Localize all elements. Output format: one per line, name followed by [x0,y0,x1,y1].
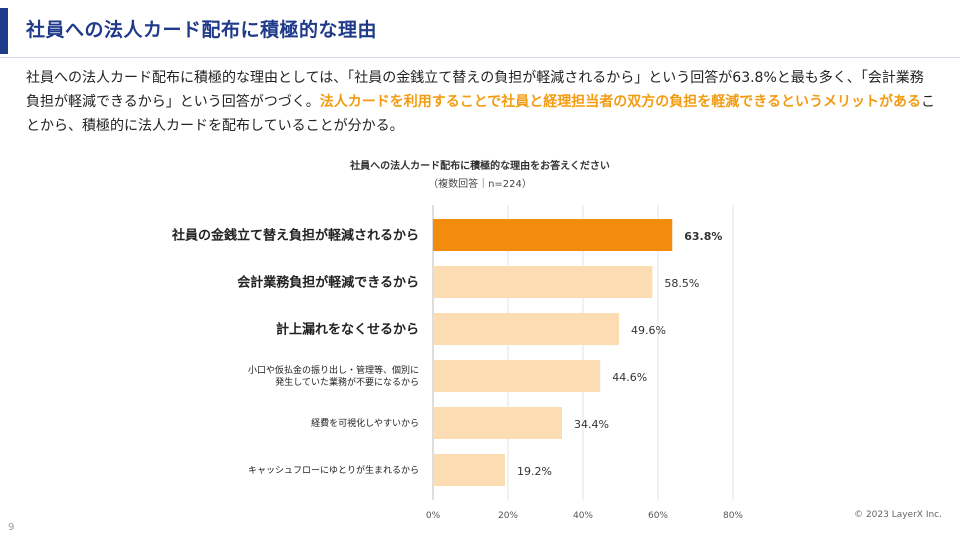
copyright: © 2023 LayerX Inc. [854,510,942,520]
value-label: 58.5% [664,277,699,290]
bar [433,454,505,486]
slide-title: 社員への法人カード配布に積極的な理由 [26,19,378,41]
title-accent-bar [0,8,8,54]
x-tick-label: 80% [723,511,743,521]
category-label: 会計業務負担が軽減できるから [237,275,419,291]
title-divider [0,57,960,58]
category-label: 社員の金銭立て替え負担が軽減されるから [171,228,419,244]
chart-title: 社員への法人カード配布に積極的な理由をお答えください [350,161,610,172]
bar [433,407,562,439]
summary-highlight: 法人カードを利用することで社員と経理担当者の双方の負担を軽減できるというメリット… [319,94,922,110]
x-tick-label: 40% [573,511,593,521]
x-tick-label: 60% [648,511,668,521]
value-label: 63.8% [684,230,722,243]
summary-text: 社員への法人カード配布に積極的な理由としては、「社員の金銭立て替えの負担が軽減さ… [26,66,936,138]
value-label: 49.6% [631,324,666,337]
value-label: 19.2% [517,465,552,478]
x-tick-label: 20% [498,511,518,521]
value-label: 44.6% [612,371,647,384]
category-label: 計上漏れをなくせるから [276,322,419,338]
x-tick-label: 0% [426,511,441,521]
page-number: 9 [8,522,15,533]
category-label: 発生していた業務が不要になるから [275,376,419,388]
chart-subtitle: （複数回答｜n=224） [428,179,532,190]
category-label: キャッシュフローにゆとりが生まれるから [248,464,419,476]
category-label: 小口や仮払金の振り出し・管理等、個別に [248,364,419,376]
bar [433,360,601,392]
bar [433,219,673,251]
summary-part-2: ことから、積極的に法人カードを配布していることが分かる。 [26,94,936,134]
summary-part-1: 社員への法人カード配布に積極的な理由としては、「社員の金銭立て替えの負担が軽減さ… [26,70,924,110]
bar [433,266,653,298]
category-label: 経費を可視化しやすいから [311,417,419,429]
value-label: 34.4% [574,418,609,431]
bar [433,313,619,345]
